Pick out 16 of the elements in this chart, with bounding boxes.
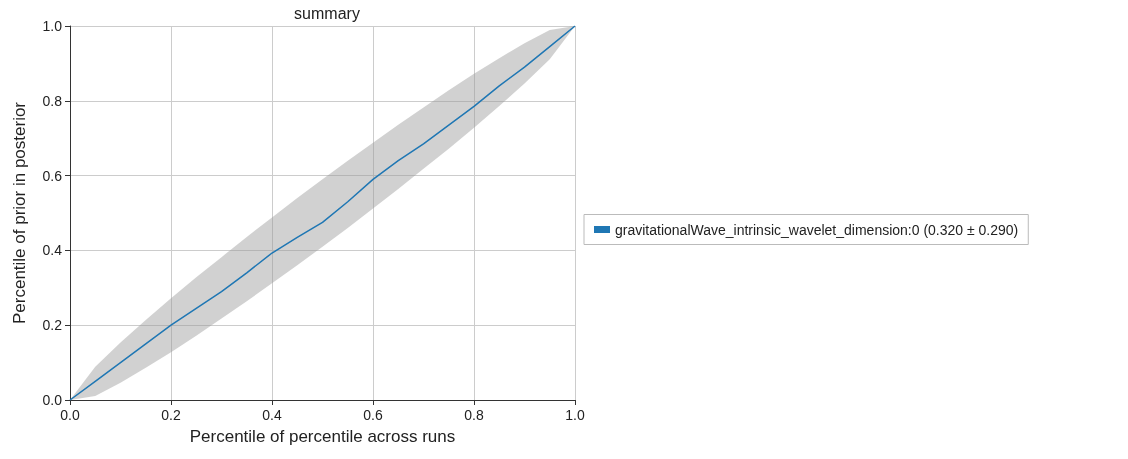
x-tick-label: 1.0: [565, 407, 585, 423]
y-tick-label: 1.0: [42, 18, 63, 34]
x-tick-label: 0.8: [464, 407, 484, 423]
y-tick-label: 0.6: [42, 167, 63, 184]
y-tick-label: 0.4: [42, 242, 63, 259]
y-tick-label: 0.2: [42, 317, 63, 334]
y-tick-label: 0.8: [42, 92, 63, 109]
x-tick-label: 0.6: [363, 407, 383, 423]
x-axis-title: Percentile of percentile across runs: [189, 427, 456, 446]
y-axis-title: Percentile of prior in posterior: [10, 101, 29, 325]
x-tick-label: 0.4: [262, 407, 282, 423]
chart-title: summary: [294, 4, 360, 22]
x-tick-label: 0.0: [60, 407, 80, 423]
legend-label: gravitationalWave_intrinsic_wavelet_dimension:0 (0.320 ± 0.290): [615, 221, 1019, 238]
x-tick-label: 0.2: [161, 407, 181, 423]
y-tick-label: 0.0: [42, 392, 63, 408]
